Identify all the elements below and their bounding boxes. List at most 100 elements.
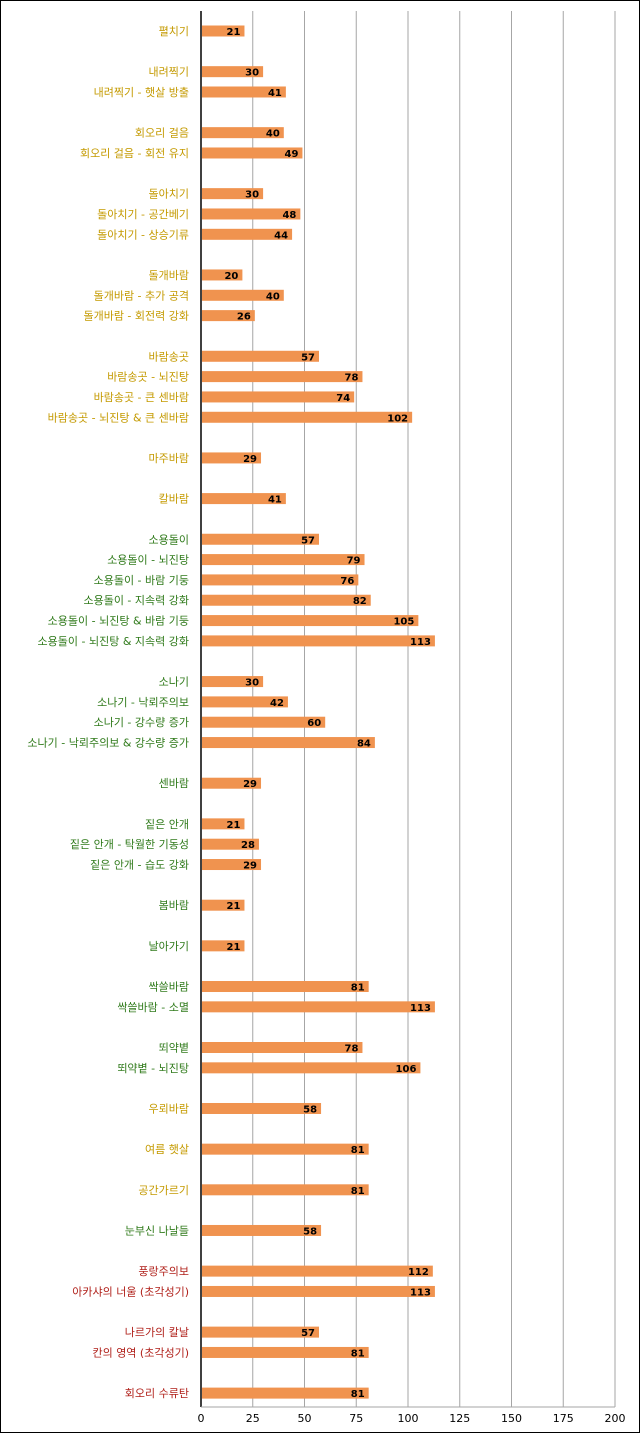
data-label: 57 — [301, 352, 315, 363]
category-label: 짙은 안개 — [145, 818, 189, 831]
axes: 0 25 50 75 100 125 150 175 200 — [198, 11, 626, 1425]
category-label: 돌아치기 - 공간베기 — [97, 208, 189, 221]
category-label: 뙤약볕 - 뇌진탕 — [117, 1061, 189, 1075]
data-label: 81 — [351, 1186, 365, 1197]
bar — [202, 147, 303, 159]
category-label: 여름 햇살 — [145, 1143, 189, 1156]
category-label: 싹쓸바람 — [149, 981, 189, 994]
data-label: 106 — [396, 1064, 417, 1075]
bar — [202, 696, 288, 708]
category-label: 소용돌이 - 지속력 강화 — [83, 594, 189, 607]
bar — [202, 86, 286, 98]
data-label: 21 — [227, 820, 241, 831]
bar — [202, 269, 243, 281]
x-tick-label: 150 — [501, 1412, 522, 1425]
data-label: 78 — [345, 373, 359, 384]
bar — [202, 188, 264, 200]
bar — [202, 1143, 369, 1155]
bar — [202, 1102, 322, 1114]
data-label: 81 — [351, 1389, 365, 1400]
data-label: 40 — [266, 129, 280, 140]
bar — [202, 289, 284, 301]
data-label: 49 — [285, 149, 299, 160]
data-label: 29 — [243, 454, 257, 465]
bar — [202, 594, 371, 606]
bar — [202, 493, 286, 505]
bar — [202, 777, 262, 789]
gridlines — [252, 11, 616, 1407]
category-label: 바람송곳 — [149, 350, 189, 363]
data-label: 41 — [268, 88, 282, 99]
bar — [202, 1387, 369, 1399]
category-label: 돌아치기 - 상승기류 — [97, 228, 189, 241]
bar — [202, 635, 435, 647]
data-label: 78 — [345, 1044, 359, 1055]
category-label: 나르가의 칼날 — [125, 1326, 189, 1339]
category-label: 날아가기 — [149, 940, 189, 953]
data-label: 81 — [351, 1348, 365, 1359]
data-label: 112 — [408, 1267, 429, 1278]
data-label: 105 — [393, 617, 414, 628]
data-label: 26 — [237, 312, 251, 323]
bar — [202, 1224, 322, 1236]
bar — [202, 818, 245, 830]
category-label: 돌아치기 — [149, 188, 189, 201]
category-label: 돌개바람 — [149, 269, 189, 282]
category-label: 회오리 수류탄 — [125, 1387, 189, 1400]
data-label: 113 — [410, 1287, 431, 1298]
x-tick-label: 50 — [298, 1412, 312, 1425]
data-label: 30 — [245, 190, 259, 201]
category-label: 센바람 — [159, 777, 189, 790]
category-label: 우뢰바람 — [149, 1102, 189, 1115]
data-label: 21 — [227, 27, 241, 38]
bar — [202, 554, 365, 566]
category-label: 소나기 — [159, 676, 189, 689]
x-tick-label: 100 — [398, 1412, 419, 1425]
bar — [202, 940, 245, 952]
bar — [202, 1285, 435, 1297]
category-label: 내려찍기 - 햇살 방출 — [94, 86, 189, 99]
data-label: 76 — [340, 576, 354, 587]
data-label: 57 — [301, 535, 315, 546]
x-tick-label: 125 — [449, 1412, 470, 1425]
bar — [202, 676, 264, 688]
bar — [202, 127, 284, 139]
bar — [202, 981, 369, 993]
value-labels: 21 30 41 40 49 30 48 44 20 40 26 57 78 74 102 29 41 57 79 7… — [224, 27, 430, 1400]
data-label: 44 — [274, 230, 288, 241]
bar — [202, 533, 319, 545]
bar — [202, 1042, 363, 1053]
category-label: 눈부신 나날들 — [125, 1224, 189, 1237]
data-label: 60 — [307, 718, 321, 729]
bar — [202, 371, 363, 383]
data-label: 113 — [410, 637, 431, 648]
bar — [202, 1265, 433, 1277]
category-label: 내려찍기 — [149, 66, 189, 79]
category-label: 소용돌이 - 바람 기둥 — [94, 574, 189, 587]
category-label: 소나기 - 강수량 증가 — [94, 716, 189, 729]
data-label: 30 — [245, 678, 259, 689]
category-label: 회오리 걸음 — [135, 127, 189, 140]
category-label: 소용돌이 — [149, 533, 189, 546]
data-label: 81 — [351, 983, 365, 994]
category-label: 소용돌이 - 뇌진탕 — [107, 554, 189, 567]
bar — [202, 615, 419, 627]
data-label: 42 — [270, 698, 284, 709]
bar — [202, 1062, 421, 1074]
data-label: 84 — [357, 739, 371, 750]
data-label: 29 — [243, 861, 257, 872]
category-label: 칼바람 — [159, 493, 189, 506]
bar — [202, 452, 262, 464]
bar — [202, 737, 375, 749]
bar — [202, 1326, 319, 1338]
x-tick-label: 75 — [349, 1412, 363, 1425]
category-label: 펼치기 — [159, 25, 189, 38]
category-label: 소나기 - 낙뢰주의보 & 강수량 증가 — [27, 737, 189, 750]
category-label: 소용돌이 - 뇌진탕 & 바람 기둥 — [48, 615, 189, 628]
category-label: 바람송곳 - 큰 센바람 — [94, 391, 189, 404]
data-label: 113 — [410, 1003, 431, 1014]
x-tick-label: 200 — [605, 1412, 626, 1425]
data-label: 41 — [268, 495, 282, 506]
data-label: 28 — [241, 840, 255, 851]
